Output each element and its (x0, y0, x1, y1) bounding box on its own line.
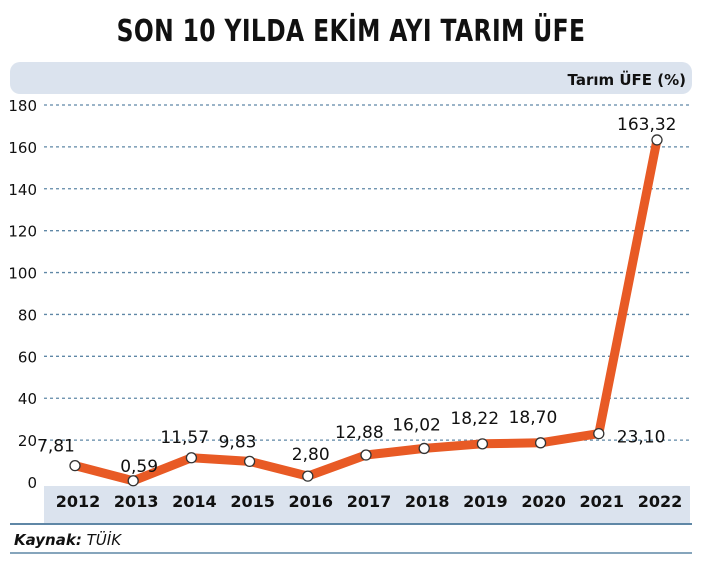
source-note: Kaynak: TÜİK (14, 531, 121, 549)
y-axis-label: Tarım ÜFE (%) (568, 70, 686, 89)
data-label: 2,80 (292, 445, 330, 465)
y-tick-label: 160 (8, 139, 37, 157)
data-point (185, 452, 198, 464)
data-point (243, 455, 256, 468)
data-label: 18,70 (509, 408, 558, 428)
data-label: 0,59 (120, 457, 158, 477)
data-point (302, 470, 314, 482)
y-tick-label: 180 (8, 97, 37, 115)
data-point (127, 475, 139, 487)
x-tick-label: 2019 (463, 492, 508, 511)
data-points (69, 134, 663, 487)
data-label: 12,88 (335, 423, 384, 443)
x-tick-label: 2022 (638, 492, 683, 511)
x-tick-label: 2017 (347, 492, 392, 511)
data-label: 7,81 (37, 437, 75, 457)
data-label: 9,83 (219, 432, 257, 452)
x-tick-label: 2014 (172, 492, 217, 511)
data-label: 18,22 (450, 409, 499, 429)
data-label: 23,10 (617, 428, 666, 448)
data-label: 11,57 (160, 428, 209, 448)
x-tick-label: 2015 (230, 492, 275, 511)
y-tick-label: 0 (27, 474, 37, 492)
x-tick-label: 2012 (56, 492, 101, 511)
y-tick-label: 40 (18, 390, 37, 408)
x-tick-label: 2021 (580, 492, 625, 511)
y-tick-label: 140 (8, 181, 37, 199)
source-value: TÜİK (86, 531, 122, 549)
header-band (10, 62, 692, 94)
y-tick-label: 80 (18, 306, 37, 324)
data-point (418, 442, 430, 455)
y-ticks: 0 20 40 60 80 100 120 140 160 180 (8, 97, 37, 492)
data-label: 16,02 (392, 415, 441, 435)
source-label: Kaynak: (14, 531, 82, 549)
data-label: 163,32 (617, 115, 676, 135)
data-point (476, 438, 489, 450)
data-point (69, 459, 81, 472)
data-point (593, 427, 605, 440)
x-tick-label: 2020 (521, 492, 566, 511)
y-tick-label: 60 (18, 348, 37, 366)
x-tick-label: 2013 (114, 492, 159, 511)
data-point (360, 449, 372, 461)
y-tick-label: 100 (8, 265, 37, 283)
chart-title: SON 10 YILDA EKİM AYI TARIM ÜFE (116, 14, 586, 49)
footer-band (44, 486, 690, 524)
data-point (534, 437, 547, 449)
x-tick-label: 2018 (405, 492, 450, 511)
x-ticks: 2012 2013 2014 2015 2016 2017 2018 2019 2020 2021… (56, 492, 683, 511)
y-tick-label: 20 (18, 432, 37, 450)
grid-lines (44, 104, 690, 441)
data-point (651, 134, 663, 146)
x-tick-label: 2016 (289, 492, 334, 511)
y-tick-label: 120 (8, 223, 37, 241)
